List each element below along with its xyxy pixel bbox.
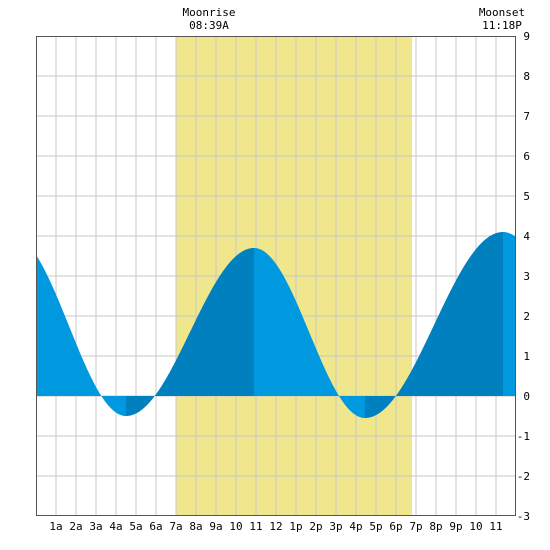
x-tick-label: 12 [269, 520, 282, 533]
y-axis-ticks: -3 -2 -1 0 1 2 3 4 5 6 7 8 9 [517, 30, 531, 523]
x-tick-label: 11 [249, 520, 262, 533]
x-tick-label: 10 [469, 520, 482, 533]
x-tick-label: 2a [69, 520, 82, 533]
y-tick-label: 5 [523, 190, 530, 203]
x-tick-label: 5p [369, 520, 382, 533]
y-tick-label: 6 [523, 150, 530, 163]
tide-area [36, 232, 516, 418]
y-tick-label: -2 [517, 470, 530, 483]
tide-segment [36, 254, 126, 416]
moon-event-time: 08:39A [189, 19, 229, 32]
plot-border [36, 36, 516, 516]
x-tick-label: 9a [209, 520, 222, 533]
x-tick-label: 10 [229, 520, 242, 533]
x-tick-label: 3p [329, 520, 342, 533]
tide-segment [365, 232, 503, 418]
x-tick-label: 6p [389, 520, 402, 533]
x-tick-label: 5a [129, 520, 142, 533]
x-tick-label: 4p [349, 520, 362, 533]
y-tick-label: 9 [523, 30, 530, 43]
tide-segment [126, 248, 254, 416]
x-tick-label: 11 [489, 520, 502, 533]
x-tick-label: 2p [309, 520, 322, 533]
plot-frame [36, 36, 516, 516]
moon-event-time: 11:18P [482, 19, 522, 32]
y-tick-label: 7 [523, 110, 530, 123]
moon-event-label: Moonset [479, 6, 525, 19]
y-tick-label: 8 [523, 70, 530, 83]
tide-segment [503, 232, 516, 396]
x-tick-label: 6a [149, 520, 162, 533]
y-tick-label: 3 [523, 270, 530, 283]
y-tick-label: -3 [517, 510, 530, 523]
x-tick-label: 8a [189, 520, 202, 533]
tide-segment [254, 248, 365, 418]
x-tick-label: 3a [89, 520, 102, 533]
x-tick-label: 7p [409, 520, 422, 533]
x-axis-ticks: 1a 2a 3a 4a 5a 6a 7a 8a 9a 10 11 12 1p 2p 3p 4p 5p 6p 7p 8p… [49, 520, 502, 533]
y-tick-label: 4 [523, 230, 530, 243]
y-tick-label: 2 [523, 310, 530, 323]
x-tick-label: 1p [289, 520, 302, 533]
y-tick-label: 0 [523, 390, 530, 403]
x-tick-label: 9p [449, 520, 462, 533]
x-tick-label: 8p [429, 520, 442, 533]
x-tick-label: 4a [109, 520, 122, 533]
x-tick-label: 7a [169, 520, 182, 533]
y-tick-label: 1 [523, 350, 530, 363]
y-tick-label: -1 [517, 430, 530, 443]
moon-event-label: Moonrise [183, 6, 236, 19]
x-tick-label: 1a [49, 520, 62, 533]
